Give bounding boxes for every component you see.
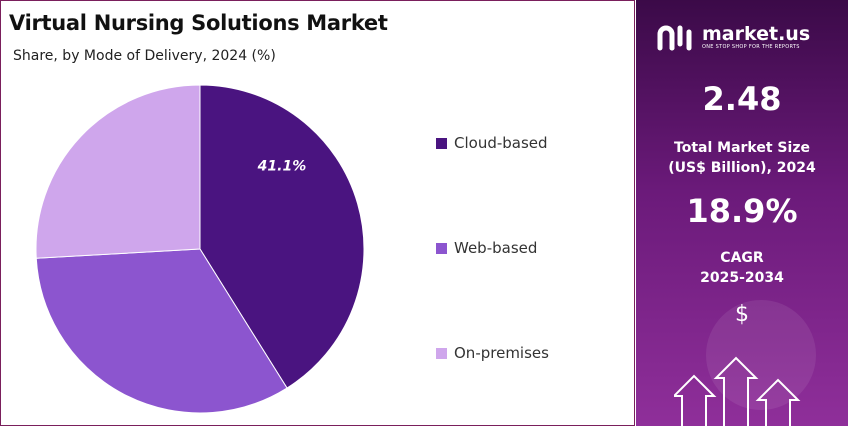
legend-swatch — [436, 242, 447, 254]
chart-subtitle: Share, by Mode of Delivery, 2024 (%) — [13, 48, 276, 64]
data-label-cloud-based: 41.1% — [257, 158, 307, 174]
market-size-label: Total Market Size (US$ Billion), 2024 — [668, 140, 816, 176]
cagr-label: CAGR — [720, 250, 764, 266]
legend-label: Cloud-based — [454, 134, 548, 152]
legend-label: Web-based — [454, 239, 538, 257]
market-size-value: 2.48 — [702, 80, 782, 118]
chart-panel: Virtual Nursing Solutions Market Share, … — [0, 0, 635, 426]
legend-swatch — [436, 347, 447, 359]
brand-name: market.us — [702, 23, 811, 45]
pie-chart: 41.1% — [35, 84, 365, 414]
legend-item-web-based: Web-based — [436, 239, 537, 257]
chart-title: Virtual Nursing Solutions Market — [9, 11, 388, 35]
brand: market.us ONE STOP SHOP FOR THE REPORTS — [656, 22, 810, 52]
market-us-logo-icon — [657, 25, 692, 51]
cagr-value: 18.9% — [686, 192, 798, 230]
growth-arrows-icon — [674, 356, 801, 426]
cagr-period-label: 2025-2034 — [700, 270, 784, 286]
legend-swatch — [436, 137, 447, 149]
summary-panel: market.us ONE STOP SHOP FOR THE REPORTS … — [636, 0, 848, 426]
brand-tagline: ONE STOP SHOP FOR THE REPORTS — [702, 44, 800, 50]
pie-slice-on-premises — [35, 84, 201, 259]
legend-item-on-premises: On-premises — [436, 344, 549, 362]
pie-slice-web-based — [35, 248, 288, 414]
legend-label: On-premises — [454, 344, 549, 362]
legend-item-cloud-based: Cloud-based — [436, 134, 548, 152]
pie-slice-cloud-based — [199, 84, 365, 389]
dollar-icon: $ — [735, 302, 749, 327]
